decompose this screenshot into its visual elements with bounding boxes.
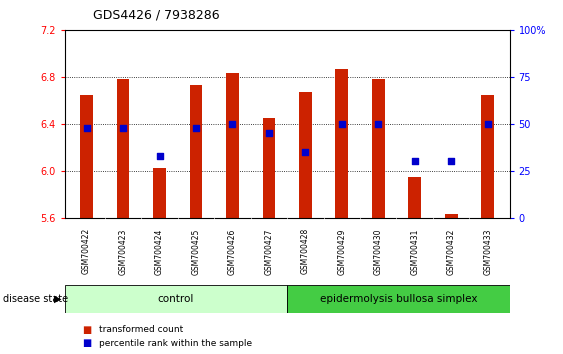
- Bar: [445, 214, 458, 218]
- Text: GSM700432: GSM700432: [446, 228, 455, 275]
- Bar: [372, 79, 385, 218]
- Text: ■: ■: [82, 338, 91, 348]
- Text: GDS4426 / 7938286: GDS4426 / 7938286: [93, 9, 220, 22]
- Point: [410, 159, 419, 164]
- Bar: [299, 92, 312, 218]
- Bar: [226, 74, 239, 218]
- Text: GSM700423: GSM700423: [119, 228, 128, 275]
- Point: [191, 125, 200, 131]
- Point: [265, 131, 274, 136]
- Text: transformed count: transformed count: [99, 325, 183, 335]
- Bar: [262, 118, 275, 218]
- Point: [155, 153, 164, 159]
- Point: [228, 121, 237, 127]
- Text: ■: ■: [82, 325, 91, 335]
- Point: [483, 121, 492, 127]
- Point: [82, 125, 91, 131]
- Bar: [117, 79, 129, 218]
- Point: [374, 121, 383, 127]
- Bar: [190, 85, 202, 218]
- Bar: [287, 285, 510, 313]
- Text: GSM700431: GSM700431: [410, 228, 419, 275]
- Text: percentile rank within the sample: percentile rank within the sample: [99, 339, 252, 348]
- Text: GSM700430: GSM700430: [374, 228, 383, 275]
- Bar: [65, 285, 287, 313]
- Bar: [481, 95, 494, 218]
- Text: GSM700427: GSM700427: [265, 228, 274, 275]
- Point: [119, 125, 128, 131]
- Text: GSM700426: GSM700426: [228, 228, 237, 275]
- Point: [301, 149, 310, 155]
- Bar: [408, 177, 421, 218]
- Text: GSM700422: GSM700422: [82, 228, 91, 274]
- Point: [337, 121, 346, 127]
- Text: GSM700424: GSM700424: [155, 228, 164, 275]
- Point: [446, 159, 455, 164]
- Text: ▶: ▶: [55, 294, 62, 304]
- Text: GSM700428: GSM700428: [301, 228, 310, 274]
- Bar: [336, 69, 348, 218]
- Text: control: control: [158, 294, 194, 304]
- Bar: [153, 169, 166, 218]
- Text: GSM700429: GSM700429: [337, 228, 346, 275]
- Text: GSM700433: GSM700433: [483, 228, 492, 275]
- Bar: [81, 95, 93, 218]
- Text: GSM700425: GSM700425: [191, 228, 200, 275]
- Text: epidermolysis bullosa simplex: epidermolysis bullosa simplex: [320, 294, 477, 304]
- Text: disease state: disease state: [3, 294, 68, 304]
